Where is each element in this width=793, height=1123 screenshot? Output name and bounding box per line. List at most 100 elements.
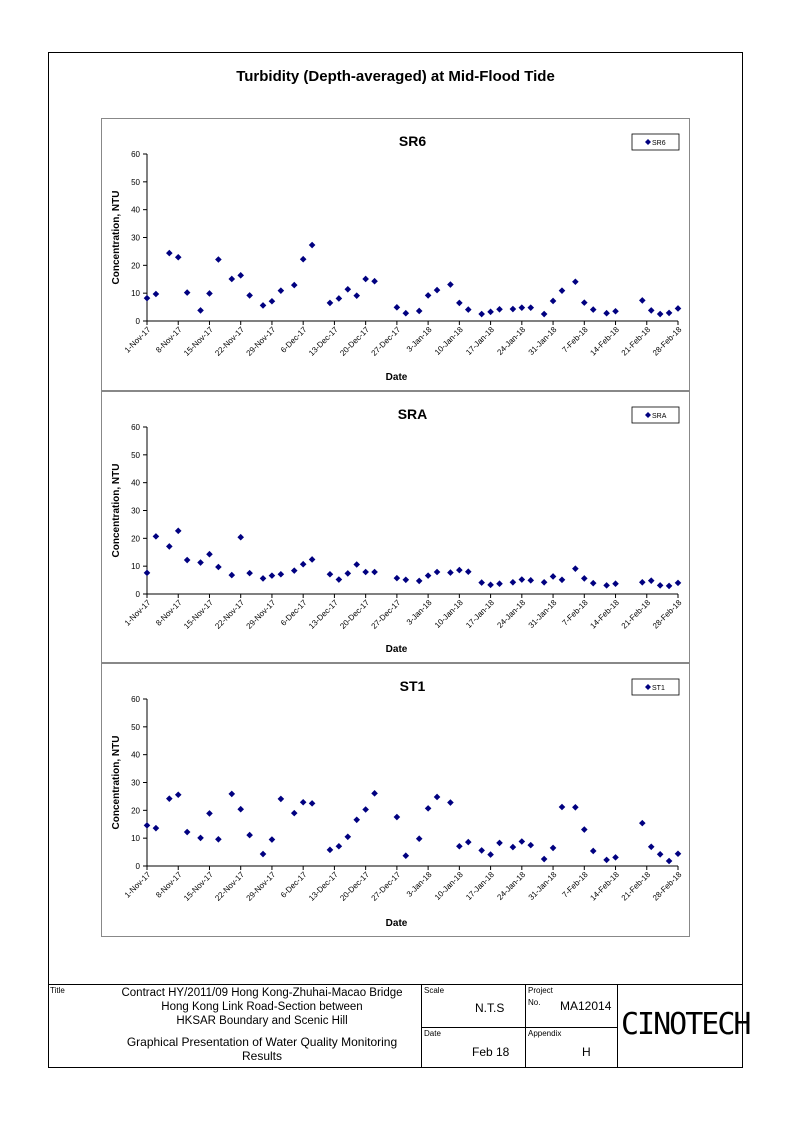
y-tick-label: 20 [131, 261, 140, 270]
data-point [174, 253, 182, 261]
data-point [344, 570, 352, 577]
data-point [487, 851, 494, 858]
y-tick-label: 10 [131, 562, 140, 571]
data-point [344, 833, 352, 841]
data-point [665, 857, 673, 865]
x-tick-label: 22-Nov-17 [213, 870, 246, 903]
x-tick-label: 20-Dec-17 [338, 870, 371, 903]
y-axis-label: Concentration, NTU [111, 464, 122, 558]
data-point [478, 847, 485, 854]
data-point [299, 255, 307, 263]
data-point [603, 309, 610, 317]
data-point [478, 579, 485, 586]
data-point [447, 569, 454, 576]
data-point [447, 281, 454, 288]
data-point [335, 576, 343, 583]
data-point [152, 533, 160, 540]
appendix-value: H [582, 1045, 591, 1059]
data-point [183, 828, 191, 836]
data-point [527, 577, 535, 584]
data-point [183, 556, 191, 564]
x-tick-label: 15-Nov-17 [182, 870, 215, 903]
chart-svg: ST1 0 10 20 30 40 50 60 1-Nov-17 8-Nov-1715-Nov-1… [111, 678, 684, 929]
x-tick-label: 3-Jan-18 [405, 325, 434, 354]
x-tick-label: 17-Jan-18 [464, 870, 496, 902]
title-line-3: HKSAR Boundary and Scenic Hill [176, 1015, 348, 1027]
data-point [424, 572, 432, 579]
data-point [415, 835, 423, 843]
data-point [612, 580, 619, 588]
x-tick-label: 6-Dec-17 [279, 598, 309, 628]
data-point [464, 306, 472, 313]
y-tick-label: 20 [131, 534, 140, 543]
data-point [143, 822, 151, 829]
data-point [496, 580, 503, 588]
data-point [152, 290, 160, 298]
legend-label: SRA [652, 413, 667, 420]
data-point [308, 800, 316, 807]
data-point [456, 299, 463, 307]
data-point [518, 838, 526, 845]
chart-title: SRA [398, 406, 428, 422]
data-point [246, 292, 253, 299]
x-axis-label: Date [386, 644, 408, 655]
data-point [277, 287, 285, 294]
data-point [174, 791, 182, 799]
x-tick-label: 8-Nov-17 [154, 598, 184, 628]
x-tick-label: 13-Dec-17 [307, 598, 340, 631]
y-tick-label: 30 [131, 507, 140, 516]
data-point [415, 577, 423, 585]
data-point [166, 249, 173, 257]
data-point [447, 799, 454, 806]
data-point [308, 556, 316, 563]
data-point [152, 824, 160, 832]
x-tick-label: 22-Nov-17 [213, 325, 246, 358]
data-point [572, 278, 579, 286]
data-point [197, 834, 204, 842]
legend-box [631, 678, 680, 696]
data-point [335, 842, 343, 850]
data-point [518, 576, 526, 583]
data-point [237, 805, 245, 813]
x-tick-label: 17-Jan-18 [464, 325, 496, 357]
x-tick-label: 24-Jan-18 [495, 598, 527, 630]
data-point [540, 310, 548, 318]
data-point [246, 569, 253, 577]
x-tick-label: 28-Feb-18 [651, 870, 684, 903]
data-point [674, 579, 682, 587]
y-tick-label: 40 [131, 206, 140, 215]
x-tick-label: 20-Dec-17 [338, 325, 371, 358]
x-tick-label: 24-Jan-18 [495, 325, 527, 357]
data-point [433, 286, 441, 294]
data-point [362, 275, 369, 283]
data-point [290, 281, 298, 289]
data-point [335, 295, 343, 302]
data-point [371, 277, 378, 285]
y-tick-label: 0 [136, 862, 141, 871]
data-point [308, 241, 316, 249]
y-tick-label: 60 [131, 150, 140, 159]
data-point [326, 299, 334, 307]
x-tick-label: 31-Jan-18 [527, 598, 559, 630]
y-tick-label: 40 [131, 751, 140, 760]
data-point [326, 570, 334, 578]
data-point [215, 835, 222, 843]
data-point [290, 809, 298, 817]
data-point [478, 310, 485, 318]
data-point [246, 831, 253, 839]
x-tick-label: 10-Jan-18 [433, 325, 465, 357]
data-point [183, 289, 191, 296]
legend-label: SR6 [652, 140, 666, 147]
x-tick-label: 31-Jan-18 [527, 870, 559, 902]
x-tick-label: 27-Dec-17 [370, 598, 403, 631]
data-point [656, 310, 664, 318]
y-tick-label: 30 [131, 779, 140, 788]
title-line-2: Hong Kong Link Road-Section between [161, 1001, 363, 1013]
x-tick-label: 22-Nov-17 [213, 598, 246, 631]
x-tick-label: 28-Feb-18 [651, 598, 684, 631]
data-point [402, 576, 410, 584]
x-tick-label: 1-Nov-17 [123, 325, 153, 355]
data-point [206, 550, 213, 558]
x-tick-label: 14-Feb-18 [588, 325, 621, 358]
chart-title: ST1 [400, 678, 426, 694]
